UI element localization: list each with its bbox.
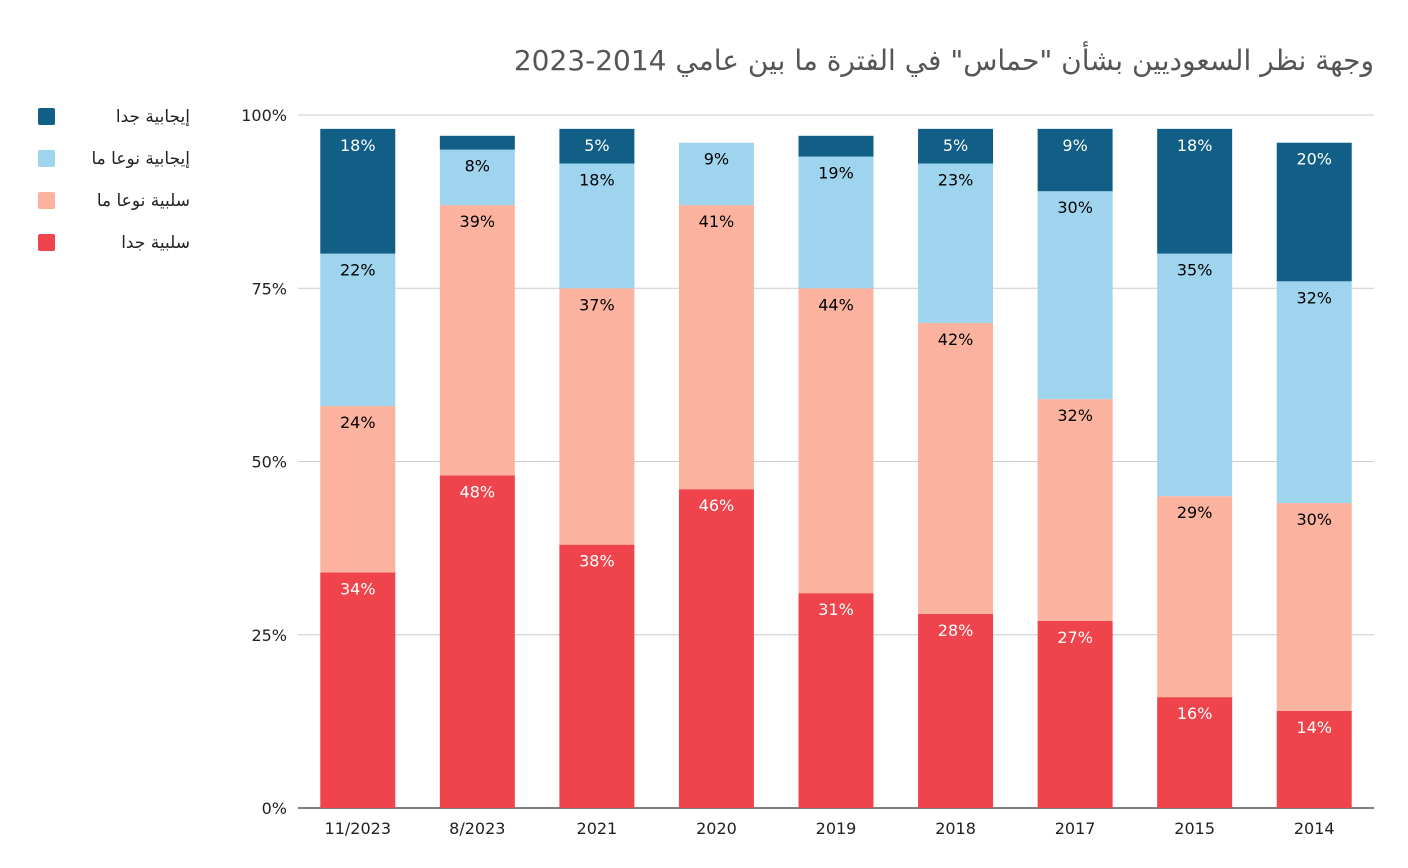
bar-segment xyxy=(1037,191,1113,400)
data-label: 18% xyxy=(340,136,376,155)
x-tick-label: 2021 xyxy=(577,819,618,838)
x-tick-label: 11/2023 xyxy=(325,819,391,838)
bar-segment xyxy=(559,288,635,545)
bar-segment xyxy=(439,205,515,476)
bar-segment xyxy=(678,205,754,490)
bar-segment xyxy=(918,322,994,614)
data-label: 44% xyxy=(818,295,854,314)
data-label: 38% xyxy=(579,552,615,571)
bar-segment xyxy=(1276,142,1352,282)
y-tick-label: 0% xyxy=(262,799,287,818)
bar-segment xyxy=(1037,128,1113,192)
legend: إيجابية جدا إيجابية نوعا ما سلبية نوعا ما س… xyxy=(38,107,190,253)
data-label: 46% xyxy=(699,496,735,515)
bar-segment xyxy=(439,475,515,808)
bar-segment xyxy=(1157,496,1233,698)
data-label: 16% xyxy=(1177,704,1213,723)
legend-label: إيجابية جدا xyxy=(116,107,190,127)
bar-segment xyxy=(798,156,874,289)
data-label: 27% xyxy=(1057,628,1093,647)
bar-segment xyxy=(1157,128,1233,254)
legend-swatch xyxy=(38,234,55,251)
data-label: 30% xyxy=(1296,510,1332,529)
bar-segment xyxy=(439,149,515,206)
legend-label: سلبية جدا xyxy=(121,233,190,253)
bar-segment xyxy=(559,128,635,164)
data-label: 39% xyxy=(460,212,496,231)
data-label: 22% xyxy=(340,261,376,280)
bar-segment xyxy=(1276,503,1352,711)
bar-segment xyxy=(320,128,396,254)
bar-segment xyxy=(439,135,515,150)
legend-label: سلبية نوعا ما xyxy=(97,191,190,211)
data-label: 9% xyxy=(704,150,729,169)
y-tick-label: 50% xyxy=(251,453,287,472)
y-axis: 0% 25% 50% 75% 100% xyxy=(241,106,287,818)
y-tick-label: 75% xyxy=(251,279,287,298)
x-tick-label: 2020 xyxy=(696,819,737,838)
y-tick-label: 100% xyxy=(241,106,287,125)
data-label: 30% xyxy=(1057,198,1093,217)
bar-segment xyxy=(918,128,994,164)
bar-segment xyxy=(1157,697,1233,808)
data-label: 18% xyxy=(579,171,615,190)
bar-segment xyxy=(678,142,754,206)
bar-segment xyxy=(559,163,635,289)
legend-swatch xyxy=(38,192,55,209)
data-label: 42% xyxy=(938,330,974,349)
x-tick-label: 8/2023 xyxy=(449,819,505,838)
bar-segment xyxy=(1037,399,1113,621)
data-label: 20% xyxy=(1296,150,1332,169)
x-tick-label: 2019 xyxy=(816,819,857,838)
bar-segment xyxy=(559,544,635,808)
bar-segment xyxy=(320,572,396,808)
legend-swatch xyxy=(38,108,55,125)
legend-label: إيجابية نوعا ما xyxy=(91,149,190,169)
bar-segment xyxy=(1037,620,1113,808)
bar-segment xyxy=(798,593,874,808)
data-label: 29% xyxy=(1177,503,1213,522)
data-label: 8% xyxy=(465,157,490,176)
x-tick-label: 2018 xyxy=(935,819,976,838)
data-label: 28% xyxy=(938,621,974,640)
x-tick-label: 2017 xyxy=(1055,819,1096,838)
data-label: 5% xyxy=(584,136,609,155)
x-tick-label: 2014 xyxy=(1294,819,1335,838)
bar-segment xyxy=(798,288,874,594)
data-label: 34% xyxy=(340,579,376,598)
x-tick-label: 2015 xyxy=(1174,819,1215,838)
data-label: 35% xyxy=(1177,261,1213,280)
data-label: 37% xyxy=(579,295,615,314)
bar-segment xyxy=(918,163,994,323)
bar-segment xyxy=(798,135,874,157)
data-label: 31% xyxy=(818,600,854,619)
y-tick-label: 25% xyxy=(251,626,287,645)
data-label: 18% xyxy=(1177,136,1213,155)
x-axis: 11/2023 8/2023 2021 2020 2019 2018 2017 2015 201… xyxy=(325,819,1335,838)
data-label: 19% xyxy=(818,164,854,183)
bar-segment xyxy=(918,613,994,808)
data-label: 48% xyxy=(460,482,496,501)
bar-segment xyxy=(1157,253,1233,497)
bar-segment xyxy=(320,406,396,573)
legend-swatch xyxy=(38,150,55,167)
bar-segment xyxy=(1276,710,1352,808)
data-label: 24% xyxy=(340,413,376,432)
data-label: 23% xyxy=(938,171,974,190)
data-label: 9% xyxy=(1062,136,1087,155)
chart-title: وجهة نظر السعوديين بشأن "حماس" في الفترة… xyxy=(514,40,1374,77)
data-label: 41% xyxy=(699,212,735,231)
bar-segment xyxy=(320,253,396,407)
bar-segment xyxy=(678,489,754,808)
bar-segment xyxy=(1276,281,1352,504)
data-label: 32% xyxy=(1296,288,1332,307)
data-label: 14% xyxy=(1296,718,1332,737)
bars: 34% 24% 22% 18% 48% 39% 8% 38% 37% 18% 5% 46% 41% 9% 3… xyxy=(320,128,1352,808)
data-label: 5% xyxy=(943,136,968,155)
data-label: 32% xyxy=(1057,406,1093,425)
